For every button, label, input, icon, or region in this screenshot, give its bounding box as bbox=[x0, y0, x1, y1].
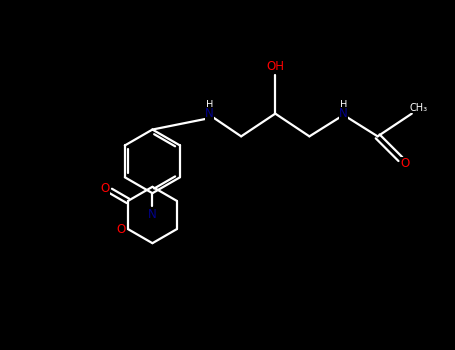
Text: H: H bbox=[340, 100, 347, 111]
Text: O: O bbox=[101, 182, 110, 195]
Text: N: N bbox=[148, 209, 157, 222]
Text: N: N bbox=[339, 107, 348, 120]
Text: N: N bbox=[205, 107, 214, 120]
Text: OH: OH bbox=[266, 60, 284, 73]
Text: CH₃: CH₃ bbox=[410, 103, 428, 113]
Text: O: O bbox=[116, 223, 126, 236]
Text: H: H bbox=[206, 100, 213, 111]
Text: O: O bbox=[400, 157, 410, 170]
